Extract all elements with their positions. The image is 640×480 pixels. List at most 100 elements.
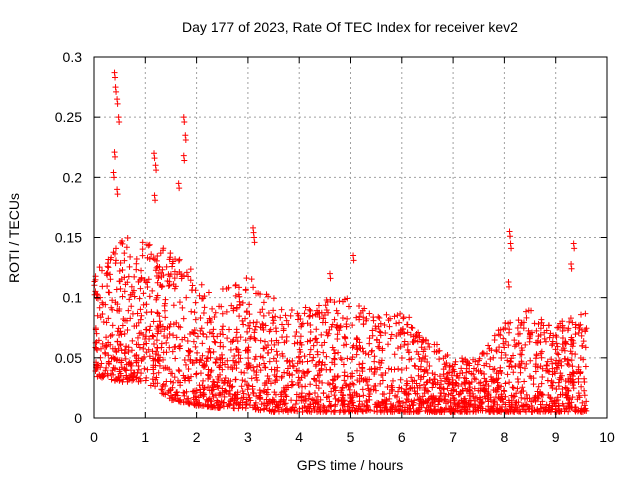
data-point xyxy=(233,329,240,336)
data-point xyxy=(294,380,301,387)
data-point xyxy=(535,321,542,328)
data-point xyxy=(273,348,280,355)
data-point xyxy=(230,357,237,364)
data-point xyxy=(401,338,408,345)
data-point xyxy=(397,331,404,338)
data-point xyxy=(150,357,157,364)
data-point xyxy=(354,367,361,374)
data-point xyxy=(342,380,349,387)
data-point xyxy=(487,373,494,380)
data-point xyxy=(307,381,314,388)
data-point xyxy=(375,343,382,350)
data-point xyxy=(102,367,109,374)
data-point xyxy=(151,340,158,347)
data-point xyxy=(162,296,169,303)
data-point xyxy=(194,349,201,356)
data-point xyxy=(431,348,438,355)
data-point xyxy=(246,402,253,409)
y-tick-label: 0.05 xyxy=(55,350,82,366)
data-point xyxy=(167,250,174,257)
data-point xyxy=(514,408,521,415)
data-point xyxy=(411,337,418,344)
data-point xyxy=(107,276,114,283)
x-axis-label: GPS time / hours xyxy=(297,457,404,473)
data-point xyxy=(121,365,128,372)
data-point xyxy=(355,405,362,412)
data-point xyxy=(376,328,383,335)
data-point xyxy=(205,372,212,379)
data-point xyxy=(405,349,412,356)
data-point xyxy=(306,408,313,415)
data-point xyxy=(418,344,425,351)
data-point xyxy=(469,390,476,397)
data-point xyxy=(445,369,452,376)
data-point xyxy=(397,310,404,317)
data-point xyxy=(169,263,176,270)
data-point xyxy=(268,366,275,373)
data-point xyxy=(112,74,119,81)
data-point xyxy=(154,279,161,286)
data-point xyxy=(222,375,229,382)
data-point xyxy=(250,229,257,236)
data-point xyxy=(325,403,332,410)
data-point xyxy=(505,279,512,286)
data-point xyxy=(307,346,314,353)
data-point xyxy=(205,348,212,355)
data-point xyxy=(359,386,366,393)
data-point xyxy=(482,378,489,385)
data-point xyxy=(212,309,219,316)
data-point xyxy=(182,361,189,368)
data-point xyxy=(354,345,361,352)
data-point xyxy=(225,364,232,371)
data-point xyxy=(231,353,238,360)
data-point xyxy=(121,257,128,264)
data-point xyxy=(395,365,402,372)
data-point xyxy=(150,318,157,325)
data-point xyxy=(372,325,379,332)
data-point xyxy=(549,342,556,349)
data-point xyxy=(441,375,448,382)
data-point xyxy=(211,313,218,320)
data-point xyxy=(429,400,436,407)
data-point xyxy=(188,308,195,315)
data-point xyxy=(111,149,118,156)
data-point xyxy=(153,348,160,355)
data-point xyxy=(561,347,568,354)
data-point xyxy=(538,391,545,398)
data-point xyxy=(96,264,103,271)
data-point xyxy=(465,400,472,407)
data-point xyxy=(203,333,210,340)
data-point xyxy=(567,371,574,378)
data-point xyxy=(211,338,218,345)
data-point xyxy=(175,366,182,373)
data-point xyxy=(491,337,498,344)
data-point xyxy=(113,348,120,355)
data-point xyxy=(481,370,488,377)
data-point xyxy=(329,321,336,328)
data-point xyxy=(271,389,278,396)
data-point xyxy=(219,326,226,333)
data-point xyxy=(342,335,349,342)
data-point xyxy=(511,343,518,350)
data-point xyxy=(359,401,366,408)
data-point xyxy=(527,357,534,364)
data-point xyxy=(282,391,289,398)
data-point xyxy=(532,361,539,368)
data-point xyxy=(94,295,101,302)
data-point xyxy=(123,343,130,350)
data-point xyxy=(419,393,426,400)
data-point xyxy=(532,355,539,362)
data-point xyxy=(232,292,239,299)
data-point xyxy=(220,399,227,406)
data-point xyxy=(320,408,327,415)
chart-title: Day 177 of 2023, Rate Of TEC Index for r… xyxy=(182,19,518,35)
data-point xyxy=(398,385,405,392)
data-point xyxy=(582,363,589,370)
data-point xyxy=(506,326,513,333)
data-point xyxy=(270,307,277,314)
data-point xyxy=(319,359,326,366)
data-point xyxy=(523,361,530,368)
data-point xyxy=(386,395,393,402)
data-point xyxy=(547,395,554,402)
data-point xyxy=(497,332,504,339)
